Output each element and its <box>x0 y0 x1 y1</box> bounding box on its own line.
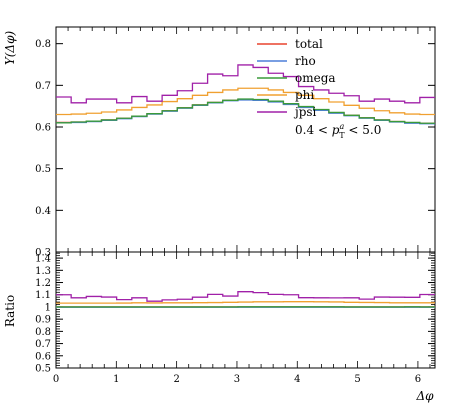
ratio-y-tick-label: 0.5 <box>35 364 51 375</box>
ratio-panel: 0.5 0.60.70.80.9 11.11.21.31.4 <box>35 251 436 375</box>
ratio-y-tick-label: 1.2 <box>35 278 51 289</box>
main-frame <box>55 26 436 253</box>
ratio-series-phi <box>56 301 435 304</box>
ratio-y-tick-label: 1.1 <box>35 290 51 301</box>
main-y-tick-label: 0.7 <box>35 81 51 92</box>
x-axis-label: Δφ <box>415 389 434 403</box>
ratio-y-tick-label: 1 <box>45 302 51 313</box>
main-y-tick-label: 0.4 <box>35 206 51 217</box>
main-panel: 0.3 0.4 0.5 0.6 0.7 0.8 <box>35 26 436 259</box>
legend: total rho omega phi jpsi 0.4 < pa T < 5.0 <box>257 37 381 140</box>
main-series-phi <box>56 87 435 116</box>
legend-label-total: total <box>295 37 323 51</box>
ratio-series-jpsi <box>56 291 435 302</box>
ratio-y-tick-label: 0.6 <box>35 351 51 362</box>
x-tick-label: 2 <box>173 374 179 385</box>
x-tick-label: 0 <box>53 374 59 385</box>
main-y-axis-label: Y(Δφ) <box>3 31 17 66</box>
x-tick-label: 5 <box>354 374 360 385</box>
main-y-tick-label: 0.5 <box>35 164 51 175</box>
x-tick-label: 3 <box>234 374 240 385</box>
ratio-y-axis-label: Ratio <box>3 295 17 327</box>
ratio-y-tick-label: 0.9 <box>35 315 51 326</box>
legend-label-rho: rho <box>295 54 316 68</box>
main-series-omega <box>56 98 435 124</box>
legend-label-omega: omega <box>295 71 336 85</box>
x-axis: 0 1 2 3 4 5 6 <box>53 374 421 385</box>
x-tick-label: 6 <box>415 374 421 385</box>
main-series-jpsi <box>56 64 435 104</box>
ratio-y-tick-label: 1.3 <box>35 266 51 277</box>
main-y-tick-label: 0.8 <box>35 39 51 50</box>
main-y-tick-label: 0.3 <box>35 248 51 259</box>
legend-label-phi: phi <box>295 88 314 102</box>
ratio-frame <box>55 251 436 369</box>
ratio-y-tick-label: 0.8 <box>35 327 51 338</box>
ratio-y-tick-label: 1.4 <box>35 254 51 265</box>
ratio-y-tick-label: 0.7 <box>35 339 51 350</box>
x-tick-label: 4 <box>294 374 300 385</box>
pt-range-annotation: 0.4 < pa T < 5.0 <box>295 122 381 140</box>
main-y-tick-label: 0.6 <box>35 123 51 134</box>
x-tick-label: 1 <box>113 374 119 385</box>
legend-label-jpsi: jpsi <box>293 105 317 119</box>
